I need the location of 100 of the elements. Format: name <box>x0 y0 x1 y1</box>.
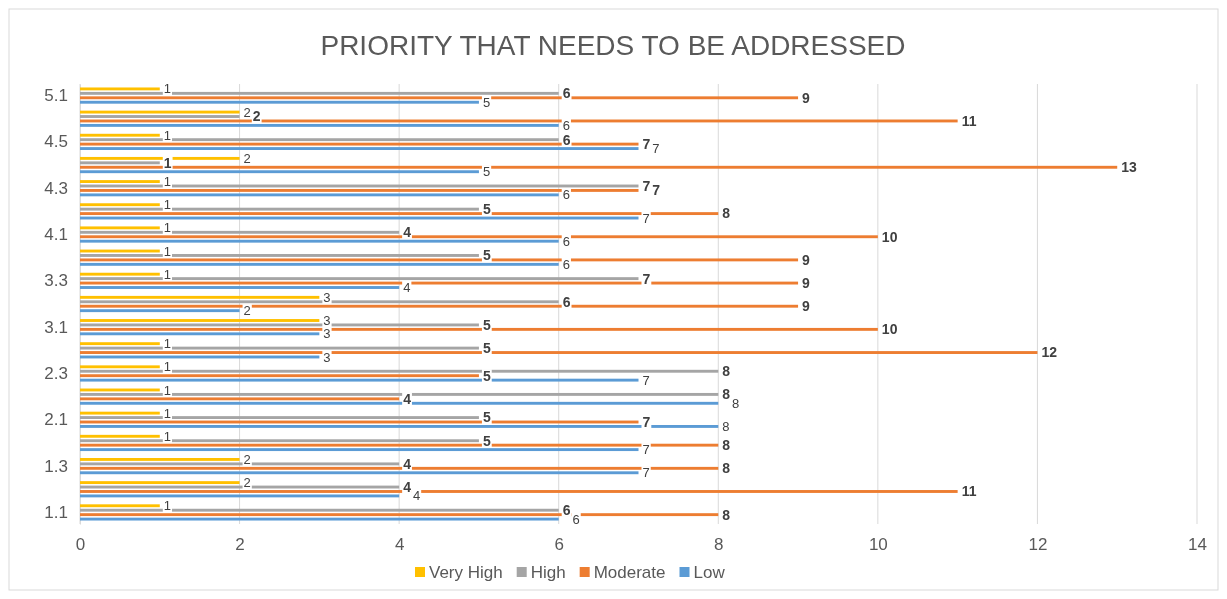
data-label: 8 <box>722 205 731 222</box>
data-label: 5 <box>482 164 491 180</box>
y-tick-label: 3.1 <box>44 317 68 337</box>
bar <box>80 365 160 369</box>
bar <box>80 351 1038 354</box>
legend-label: Very High <box>429 562 503 582</box>
x-tick-label: 2 <box>235 535 245 555</box>
y-tick-label: 1.3 <box>44 456 68 476</box>
bar <box>80 490 958 493</box>
data-label: 6 <box>562 85 571 102</box>
data-label: 6 <box>562 117 570 133</box>
bar <box>80 425 719 428</box>
y-tick-label: 4.5 <box>44 132 68 152</box>
data-label: 4 <box>403 478 412 495</box>
bar <box>80 235 878 239</box>
data-label: 4 <box>412 488 421 504</box>
bar <box>80 161 160 165</box>
bar <box>80 203 160 207</box>
data-label: 1 <box>163 197 172 213</box>
data-label: 1 <box>163 498 172 514</box>
bar <box>80 471 639 475</box>
data-label: 4 <box>403 280 411 296</box>
data-label: 7 <box>642 465 650 481</box>
bar <box>80 258 799 262</box>
data-label: 6 <box>562 187 570 203</box>
data-label: 11 <box>961 112 977 129</box>
data-label: 1 <box>163 405 172 421</box>
data-label: 2 <box>243 451 251 467</box>
bar <box>80 513 719 517</box>
data-label: 6 <box>562 256 570 272</box>
data-label: 7 <box>642 177 651 194</box>
data-label: 4 <box>403 224 412 241</box>
data-label: 10 <box>881 228 898 245</box>
bar <box>80 462 400 466</box>
data-label: 5 <box>482 340 491 356</box>
bar <box>80 416 479 420</box>
bar <box>80 504 160 508</box>
data-label: 8 <box>722 506 731 523</box>
bar <box>80 342 160 346</box>
bar <box>80 254 479 257</box>
legend-label: High <box>530 562 566 582</box>
data-label: 9 <box>802 274 811 291</box>
x-tick-label: 0 <box>75 535 86 555</box>
bar <box>80 369 719 373</box>
bar <box>80 494 400 498</box>
data-label: 9 <box>802 298 811 315</box>
x-tick-label: 4 <box>394 535 405 555</box>
data-label: 8 <box>722 437 731 454</box>
bar <box>80 517 559 521</box>
data-label: 5 <box>482 409 491 426</box>
data-label: 8 <box>722 419 730 434</box>
data-label: 7 <box>642 210 650 226</box>
data-label: 1 <box>163 81 172 97</box>
y-tick-label: 4.3 <box>44 178 68 198</box>
data-label: 2 <box>243 104 251 120</box>
legend-label: Low <box>693 562 726 582</box>
data-label: 2 <box>243 303 251 319</box>
chart-title: PRIORITY THAT NEEDS TO BE ADDRESSED <box>320 30 906 61</box>
bar <box>80 138 559 142</box>
bar <box>80 286 400 289</box>
data-label: 7 <box>652 141 660 157</box>
data-label: 1 <box>163 428 172 444</box>
bar <box>80 188 639 192</box>
bar <box>80 170 479 174</box>
y-tick-label: 2.3 <box>44 363 68 383</box>
data-label: 12 <box>1041 344 1058 361</box>
bar <box>80 458 240 461</box>
bar <box>80 277 639 281</box>
bar <box>80 91 559 95</box>
data-label: 8 <box>722 460 731 477</box>
data-label: 2 <box>243 475 251 491</box>
data-label: 8 <box>732 395 740 411</box>
data-label: 1 <box>163 382 172 398</box>
x-tick-label: 10 <box>868 535 888 555</box>
data-label: 1 <box>163 243 172 259</box>
data-label: 1 <box>163 127 172 143</box>
data-label: 11 <box>961 483 977 500</box>
data-label: 7 <box>652 182 661 199</box>
data-label: 3 <box>323 326 331 342</box>
y-tick-label: 3.3 <box>44 271 68 291</box>
data-label: 7 <box>642 442 650 458</box>
bar <box>80 87 160 91</box>
bar <box>80 230 400 234</box>
bar <box>80 123 559 127</box>
data-label: 3 <box>323 313 331 329</box>
bar <box>80 156 240 160</box>
data-label: 5 <box>482 316 491 333</box>
y-tick-label: 4.1 <box>44 224 68 244</box>
data-label: 13 <box>1121 159 1137 176</box>
data-label: 1 <box>163 220 172 236</box>
legend-label: Moderate <box>593 562 666 582</box>
data-label: 5 <box>482 367 491 384</box>
data-label: 2 <box>243 150 251 166</box>
data-label: 1 <box>163 266 172 282</box>
bar <box>80 133 160 137</box>
bar <box>80 262 559 266</box>
data-label: 7 <box>642 413 651 430</box>
data-label: 8 <box>722 386 731 403</box>
bar <box>80 212 719 216</box>
bar <box>80 439 479 443</box>
